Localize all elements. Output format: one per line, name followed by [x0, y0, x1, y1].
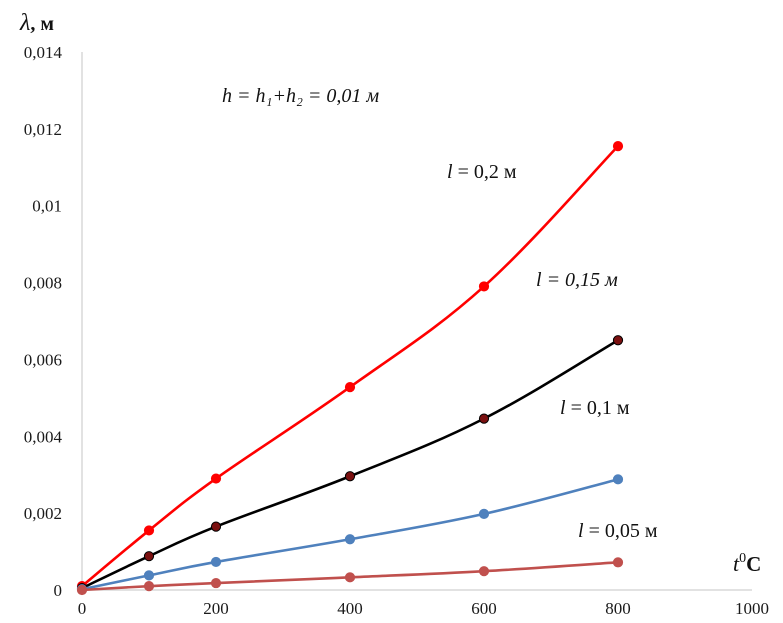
data-point	[612, 474, 624, 485]
x-tick-labels: 0 200 400 600 800 1000	[78, 599, 769, 618]
y-axis-symbol: λ	[19, 10, 30, 36]
data-point	[478, 508, 490, 520]
data-point	[478, 413, 490, 424]
series-label-text: = 0,2 м	[453, 161, 517, 183]
data-point	[143, 581, 155, 592]
y-axis-unit: , м	[30, 13, 54, 35]
series-label-var: l	[536, 269, 542, 291]
series-label-text: = 0,15 м	[542, 269, 618, 291]
series-label-l-0-2: l = 0,2 м	[447, 161, 517, 183]
x-axis-title: t0C	[733, 551, 761, 576]
y-tick-label: 0,004	[24, 427, 63, 446]
x-axis-superscript: 0	[739, 551, 746, 566]
series-3	[76, 474, 624, 595]
data-point	[143, 525, 155, 536]
data-point	[143, 570, 155, 581]
x-tick-label: 600	[471, 599, 497, 618]
y-tick-label: 0,006	[24, 350, 62, 369]
data-point	[612, 335, 624, 346]
series-label-l-0-1: l = 0,1 м	[560, 397, 630, 419]
x-tick-label: 0	[78, 599, 87, 618]
x-axis-symbol: t	[733, 551, 740, 576]
data-point	[612, 557, 624, 568]
data-point	[210, 577, 222, 589]
x-tick-label: 400	[337, 599, 363, 618]
series-label-l-0-15: l = 0,15 м	[536, 269, 618, 291]
x-axis-unit: C	[746, 552, 761, 576]
data-point	[612, 141, 624, 152]
y-tick-label: 0,012	[24, 120, 62, 139]
x-tick-label: 200	[203, 599, 229, 618]
series-4	[76, 557, 624, 596]
data-point	[210, 556, 222, 568]
y-tick-label: 0,01	[32, 197, 62, 216]
data-point	[344, 471, 356, 482]
series-label-var: l	[447, 161, 453, 183]
series-label-text: = 0,1 м	[566, 397, 630, 419]
y-tick-label: 0	[54, 581, 63, 600]
y-tick-label: 0,008	[24, 274, 62, 293]
y-tick-labels: 0 0,002 0,004 0,006 0,008 0,01 0,012 0,014	[24, 43, 63, 600]
formula-annotation: h = h₁+h₂ = 0,01 м	[222, 85, 379, 107]
data-point	[344, 572, 356, 583]
data-point	[344, 381, 356, 393]
data-point	[210, 473, 222, 484]
series-label-var: l	[578, 520, 584, 542]
series-label-var: l	[560, 397, 566, 419]
data-point	[478, 281, 490, 292]
series-layer	[76, 141, 624, 596]
data-point	[76, 584, 88, 596]
x-tick-label: 800	[605, 599, 631, 618]
y-tick-label: 0,014	[24, 43, 63, 62]
series-label-l-0-05: l = 0,05 м	[578, 520, 658, 542]
y-tick-label: 0,002	[24, 504, 62, 523]
data-point	[143, 551, 155, 562]
data-point	[344, 534, 356, 545]
x-tick-label: 1000	[735, 599, 769, 618]
series-label-text: = 0,05 м	[584, 520, 658, 542]
data-point	[478, 566, 490, 577]
data-point	[210, 521, 222, 532]
y-axis-title: λ, м	[19, 10, 54, 36]
